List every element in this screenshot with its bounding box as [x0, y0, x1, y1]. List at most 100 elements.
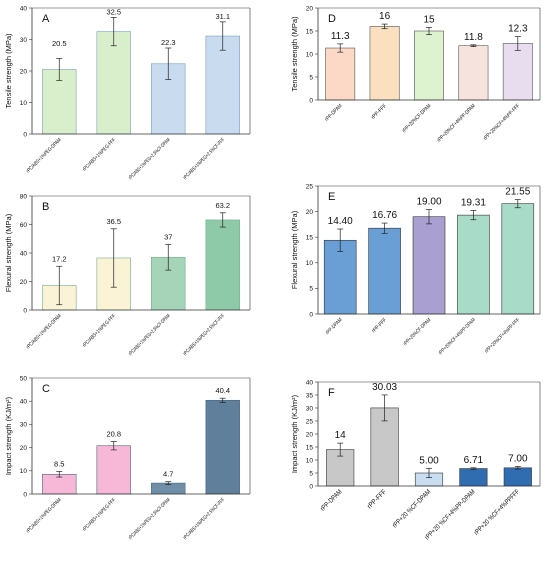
y-tick-label: 30: [306, 405, 314, 412]
y-tick-label: 15: [306, 444, 314, 451]
bar: [96, 31, 131, 135]
bar: [412, 216, 446, 315]
panel-a: A 0 10 20 30 40 Tensile strength (MPa) 20.5 rPC/…: [4, 5, 251, 181]
data-label: 14.40: [328, 216, 353, 227]
bar: [457, 214, 490, 315]
y-tick-label: 20: [306, 5, 314, 12]
panel-letter: A: [42, 13, 50, 25]
y-tick-label: 10: [20, 100, 28, 107]
category-label: rPC/ABS+1%PEG-DPAM: [25, 497, 62, 534]
category-label: rPP+20%CF+4%PP-FFF: [484, 317, 521, 354]
bar: [205, 35, 240, 135]
y-axis-label: Flexural strength (MPa): [290, 210, 299, 289]
y-tick-label: 0: [309, 97, 313, 104]
category-label: rPC/ABS+1%PEG-FFF: [82, 313, 117, 348]
category-label: rPC/ABS+1%PEG+2.5%CF-DPAM: [128, 137, 172, 181]
bar: [205, 219, 240, 311]
y-tick-label: 15: [306, 28, 314, 35]
y-tick-label: 20: [20, 445, 28, 452]
data-label: 11.8: [464, 32, 483, 43]
y-tick-label: 25: [306, 183, 314, 190]
data-label: 8.5: [54, 459, 64, 468]
bar: [370, 407, 399, 487]
data-label: 16.76: [372, 210, 397, 221]
y-tick-label: 20: [20, 279, 28, 286]
category-label: rPC/ABS+1%PEG+2.5%CF-FFF: [182, 497, 226, 541]
y-axis-label: Impact strength (KJ/m²): [4, 396, 13, 475]
category-label: rPC/ABS+1%PEG-FFF: [82, 497, 117, 532]
y-tick-label: 5: [309, 286, 313, 293]
bar: [368, 227, 401, 315]
category-label: rPP+20%CF+4%PP-DPAM: [438, 317, 477, 356]
y-tick-label: 10: [306, 260, 314, 267]
data-label: 17.2: [52, 254, 67, 263]
data-label: 7.00: [508, 454, 528, 465]
data-label: 5.00: [419, 455, 439, 466]
data-label: 21.55: [505, 187, 530, 198]
y-tick-label: 10: [20, 468, 28, 475]
y-tick-label: 50: [20, 375, 28, 382]
data-label: 30.03: [372, 382, 397, 393]
y-tick-label: 20: [20, 68, 28, 75]
data-label: 32.5: [106, 7, 121, 16]
category-label: rPC/ABS+1%PEG-FFF: [82, 137, 117, 172]
data-label: 22.3: [161, 38, 176, 47]
y-tick-label: 25: [306, 418, 314, 425]
data-label: 36.5: [106, 217, 121, 226]
data-label: 12.3: [508, 24, 528, 35]
bar: [502, 43, 533, 101]
category-label: rPP-DPAM: [325, 317, 344, 336]
y-tick-label: 40: [20, 5, 28, 12]
y-tick-label: 80: [20, 193, 28, 200]
category-label: rPP-FFF: [366, 488, 388, 510]
data-label: 63.2: [215, 201, 230, 210]
y-tick-label: 20: [306, 209, 314, 216]
bar: [96, 445, 131, 495]
bar: [501, 203, 535, 315]
panel-c: C 0 10 20 30 40 50 Impact strength (KJ/m²) 8.5 rP…: [4, 375, 251, 541]
y-tick-label: 60: [20, 222, 28, 229]
category-label: rPP-FFF: [370, 103, 388, 121]
category-label: rPC/ABS+1%PEG+2.5%CF-DPAM: [128, 313, 172, 357]
category-label: rPP-DPAM: [324, 103, 344, 123]
data-label: 19.31: [461, 198, 486, 209]
data-label: 31.1: [215, 12, 230, 21]
category-label: rPP+20%CF-DPAM: [401, 103, 432, 134]
category-label: rPC/ABS+1%PEG+2.5%CF-FFF: [182, 137, 226, 181]
category-label: rPC/ABS+1%PEG+2.5%CF-DPAM: [128, 497, 172, 541]
category-label: rPP-FFF: [371, 317, 388, 334]
category-label: rPC/ABS+1%PEG-DPAM: [25, 137, 62, 174]
data-label: 11.3: [331, 31, 350, 42]
y-tick-label: 0: [23, 307, 27, 314]
y-tick-label: 10: [306, 51, 314, 58]
bar: [414, 30, 444, 101]
panel-letter: B: [42, 201, 49, 213]
y-tick-label: 0: [309, 483, 313, 490]
panel-b: B 0 20 40 60 80 Flexural strength (MPa) 17.2 rPC…: [4, 193, 251, 357]
y-tick-label: 0: [23, 131, 27, 138]
data-label: 6.71: [464, 455, 484, 466]
y-tick-label: 0: [23, 491, 27, 498]
category-label: rPP-DPAM: [319, 488, 343, 512]
y-axis-label: Tensile strength (MPa): [4, 33, 13, 109]
data-label: 4.7: [163, 470, 173, 479]
category-label: rPP+20 %CF-DPAM: [391, 488, 432, 529]
category-label: rPP+20 %CF+4%PP-DPAM: [424, 488, 477, 541]
y-tick-label: 0: [309, 311, 313, 318]
data-label: 19.00: [416, 197, 441, 208]
y-tick-label: 30: [20, 422, 28, 429]
category-label: rPP+20%CF+4%PP-FFF: [483, 103, 522, 142]
y-tick-label: 10: [306, 457, 314, 464]
bar: [459, 468, 488, 487]
panel-d: D 0 5 10 15 20 Tensile strength (MPa) 11.3 rPP-D…: [290, 5, 541, 144]
y-tick-label: 5: [309, 74, 313, 81]
panel-letter: D: [328, 13, 336, 25]
bar: [503, 467, 532, 487]
category-label: rPP+20 %CF+4%PPFFF: [473, 488, 521, 536]
bar: [325, 47, 356, 101]
panel-e: E 0 5 10 15 20 25 Flexural strength (MPa) 14.40 r…: [290, 183, 541, 356]
category-label: rPP+20%CF-DPAM: [402, 317, 432, 347]
y-tick-label: 35: [306, 392, 314, 399]
y-axis-label: Tensile strength (MPa): [290, 16, 299, 92]
